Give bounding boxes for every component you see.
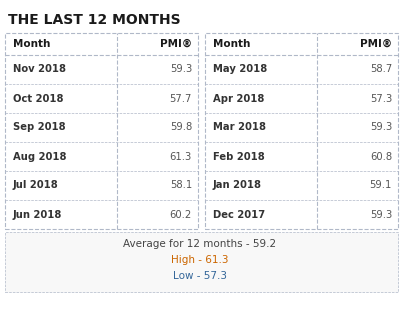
Text: PMI®: PMI®	[360, 39, 392, 49]
Text: Jan 2018: Jan 2018	[213, 180, 262, 191]
Text: 57.7: 57.7	[170, 94, 192, 104]
Text: May 2018: May 2018	[213, 64, 267, 75]
Text: THE LAST 12 MONTHS: THE LAST 12 MONTHS	[8, 13, 181, 27]
Text: 60.8: 60.8	[370, 151, 392, 161]
Text: Sep 2018: Sep 2018	[13, 123, 66, 132]
Bar	[5, 33, 198, 229]
Text: Low - 57.3: Low - 57.3	[173, 271, 227, 281]
Text: 59.8: 59.8	[170, 123, 192, 132]
Text: Mar 2018: Mar 2018	[213, 123, 266, 132]
Text: Jul 2018: Jul 2018	[13, 180, 59, 191]
Text: 59.3: 59.3	[170, 64, 192, 75]
Text: Apr 2018: Apr 2018	[213, 94, 264, 104]
Text: Nov 2018: Nov 2018	[13, 64, 66, 75]
Bar	[205, 33, 398, 229]
Text: Feb 2018: Feb 2018	[213, 151, 265, 161]
Bar	[5, 232, 398, 292]
Text: 61.3: 61.3	[170, 151, 192, 161]
Text: 59.3: 59.3	[370, 123, 392, 132]
Text: Average for 12 months - 59.2: Average for 12 months - 59.2	[124, 239, 276, 249]
Text: Month: Month	[13, 39, 50, 49]
Text: Aug 2018: Aug 2018	[13, 151, 66, 161]
Text: 59.3: 59.3	[370, 210, 392, 220]
Text: PMI®: PMI®	[160, 39, 192, 49]
Text: Jun 2018: Jun 2018	[13, 210, 62, 220]
Text: 57.3: 57.3	[370, 94, 392, 104]
Text: 59.1: 59.1	[370, 180, 392, 191]
Text: Dec 2017: Dec 2017	[213, 210, 265, 220]
Text: Oct 2018: Oct 2018	[13, 94, 64, 104]
Text: 60.2: 60.2	[170, 210, 192, 220]
Text: High - 61.3: High - 61.3	[171, 255, 229, 265]
Text: 58.1: 58.1	[170, 180, 192, 191]
Text: 58.7: 58.7	[370, 64, 392, 75]
Text: Month: Month	[213, 39, 250, 49]
